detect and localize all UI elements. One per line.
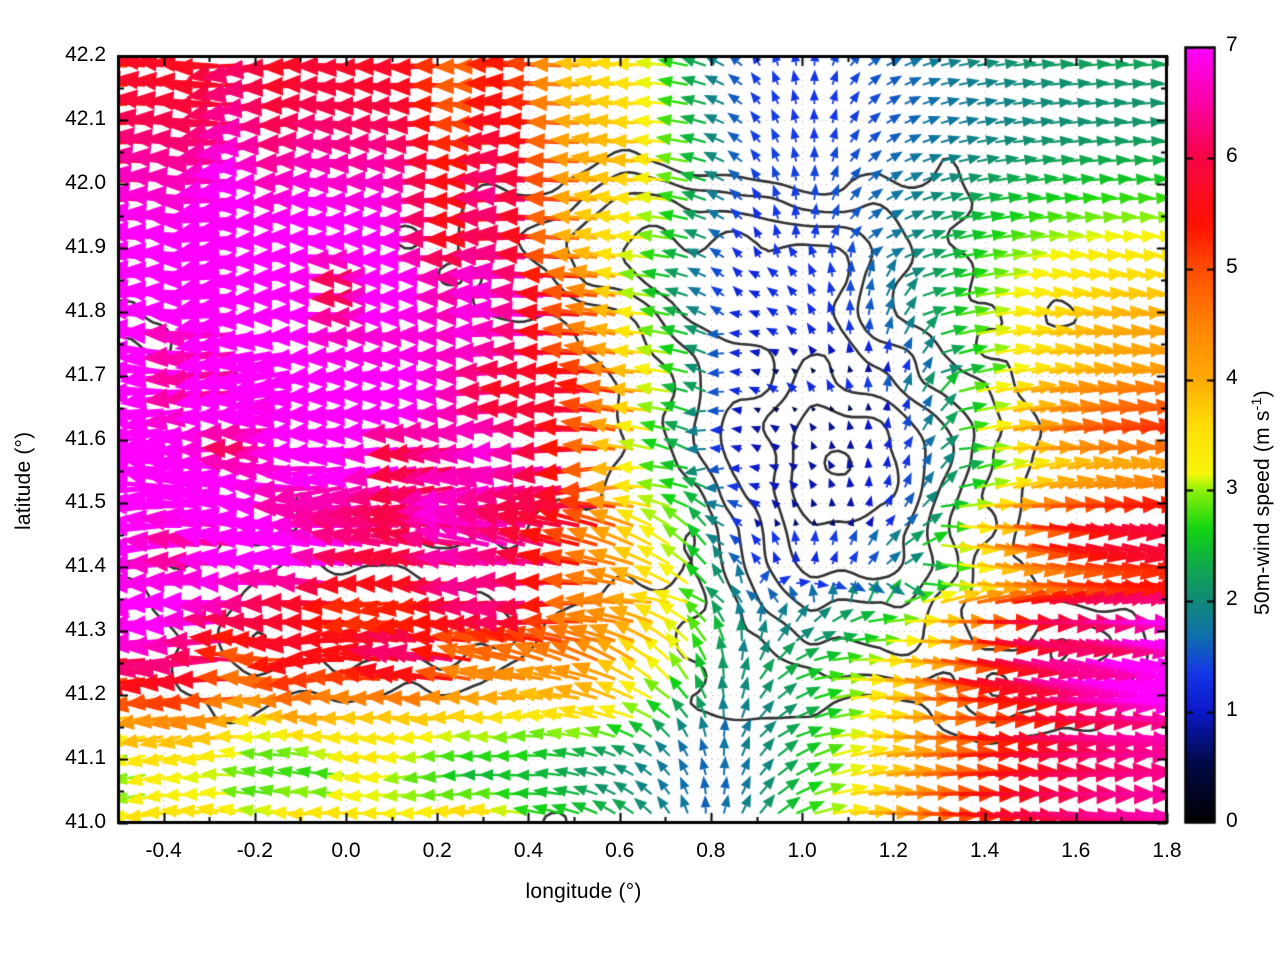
x-tick-label-0.2: 0.2 [422, 839, 452, 862]
colorbar-title-suffix: ) [1251, 390, 1274, 398]
x-tick-label-1.4: 1.4 [969, 839, 1000, 862]
y-tick-label-42.0: 42.0 [65, 170, 106, 194]
y-tick-label-41.3: 41.3 [65, 618, 106, 642]
x-tick-label-0.8: 0.8 [696, 839, 726, 862]
y-tick-label-41.0: 41.0 [65, 810, 106, 833]
colorbar-title-exponent: -1 [1249, 397, 1265, 411]
colorbar-tick-label-1: 1 [1226, 698, 1238, 722]
x-tick-label-0.6: 0.6 [605, 839, 635, 862]
colorbar-tick-label-6: 6 [1226, 143, 1238, 167]
colorbar-tick-label-0: 0 [1226, 809, 1238, 832]
colorbar-tick-label-3: 3 [1226, 476, 1238, 500]
y-tick-label-41.1: 41.1 [65, 746, 106, 770]
y-tick-label-42.1: 42.1 [65, 106, 106, 130]
y-tick-label-41.9: 41.9 [65, 234, 106, 258]
colorbar-tick-label-7: 7 [1226, 33, 1238, 56]
x-tick-label-1.0: 1.0 [787, 839, 817, 862]
x-tick-label--0.2: -0.2 [236, 839, 273, 862]
x-tick-label-0.0: 0.0 [331, 839, 361, 862]
colorbar-title: 50m-wind speed (m s-1) [1249, 390, 1275, 615]
y-tick-label-41.7: 41.7 [65, 362, 106, 386]
x-tick-label--0.4: -0.4 [145, 839, 182, 862]
y-tick-label-41.5: 41.5 [65, 490, 106, 514]
x-axis-title: longitude (°) [525, 880, 642, 903]
y-tick-label-41.2: 41.2 [65, 682, 106, 706]
y-tick-label-41.6: 41.6 [65, 426, 106, 450]
y-tick-label-41.8: 41.8 [65, 298, 106, 322]
x-tick-label-1.2: 1.2 [878, 839, 908, 862]
colorbar-tick-label-4: 4 [1226, 365, 1238, 389]
colorbar-tick-label-5: 5 [1226, 254, 1238, 278]
x-tick-label-1.6: 1.6 [1061, 839, 1091, 862]
y-tick-label-42.2: 42.2 [65, 43, 106, 66]
y-tick-label-41.4: 41.4 [65, 554, 106, 578]
x-tick-label-0.4: 0.4 [513, 839, 544, 862]
colorbar-title-main: 50m-wind speed (m s [1251, 410, 1274, 615]
x-tick-label-1.8: 1.8 [1152, 839, 1182, 862]
colorbar-tick-label-2: 2 [1226, 587, 1238, 611]
